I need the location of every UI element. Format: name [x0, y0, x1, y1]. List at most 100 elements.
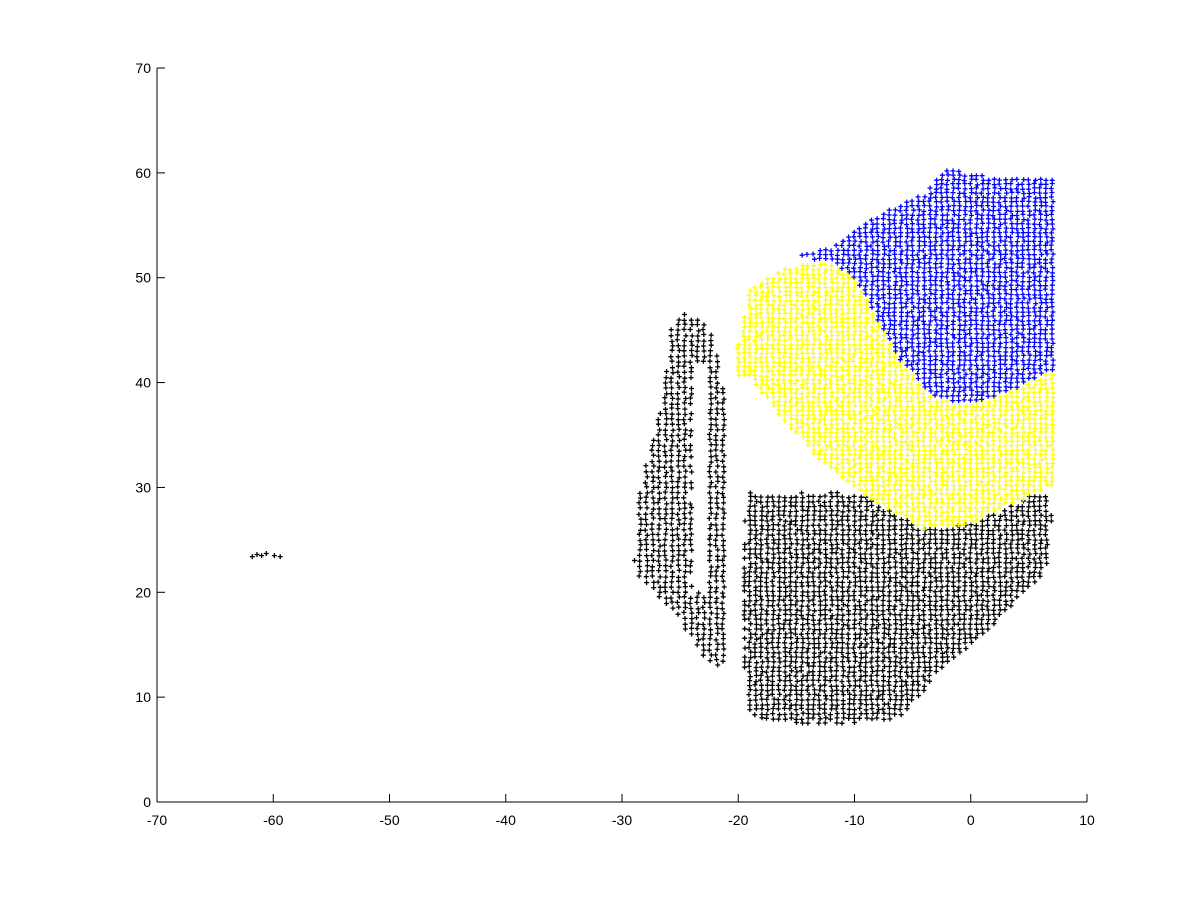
- data-point: [857, 314, 863, 320]
- data-point: [1037, 518, 1043, 524]
- data-point: [777, 584, 783, 590]
- data-point: [887, 377, 892, 383]
- data-point: [747, 669, 752, 675]
- data-point: [916, 452, 921, 458]
- data-point: [927, 443, 933, 449]
- data-point: [1019, 504, 1025, 510]
- data-point: [921, 361, 927, 367]
- data-point: [915, 443, 921, 449]
- data-point: [945, 645, 951, 651]
- data-point: [881, 556, 887, 561]
- data-point: [933, 353, 939, 359]
- data-point: [916, 296, 922, 302]
- data-point: [1015, 580, 1021, 585]
- data-point: [980, 362, 986, 368]
- data-point: [956, 584, 962, 590]
- data-point: [833, 465, 839, 471]
- data-point: [863, 336, 869, 342]
- data-point: [1009, 465, 1015, 471]
- data-point: [798, 364, 804, 370]
- data-point: [1025, 555, 1031, 561]
- data-point: [799, 395, 805, 401]
- data-point: [759, 712, 765, 717]
- data-point: [904, 492, 910, 498]
- data-point: [1004, 366, 1010, 372]
- data-point: [956, 611, 962, 617]
- data-point: [1050, 417, 1056, 423]
- data-point: [909, 386, 915, 392]
- data-point: [834, 588, 840, 594]
- data-point: [881, 616, 887, 622]
- data-point: [950, 332, 956, 338]
- data-point: [754, 499, 760, 504]
- data-point: [799, 546, 805, 552]
- data-point: [688, 339, 694, 344]
- data-point: [713, 543, 719, 549]
- data-point: [811, 546, 817, 552]
- data-point: [851, 479, 856, 485]
- data-point: [1037, 399, 1043, 405]
- data-point: [845, 478, 851, 484]
- data-point: [839, 289, 845, 294]
- data-point: [681, 521, 687, 527]
- data-point: [694, 348, 700, 354]
- data-point: [839, 302, 845, 308]
- data-point: [828, 532, 834, 538]
- data-point: [804, 346, 810, 352]
- data-point: [991, 425, 997, 431]
- data-point: [656, 453, 661, 459]
- data-point: [662, 432, 668, 438]
- data-point: [775, 382, 781, 387]
- data-point: [945, 354, 951, 360]
- data-point: [928, 556, 934, 562]
- data-point: [805, 711, 811, 717]
- data-point: [979, 426, 985, 432]
- data-point: [915, 593, 921, 599]
- data-point: [804, 673, 810, 679]
- data-point: [927, 536, 933, 542]
- data-point: [882, 364, 887, 370]
- data-point: [975, 348, 980, 354]
- data-point: [776, 716, 782, 722]
- data-point: [1043, 358, 1049, 364]
- data-point: [974, 509, 980, 515]
- data-point: [720, 594, 726, 600]
- data-point: [1015, 550, 1021, 556]
- data-point: [787, 360, 793, 365]
- data-point: [805, 517, 811, 523]
- data-point: [909, 491, 915, 497]
- data-point: [915, 495, 921, 501]
- data-point: [1008, 296, 1014, 302]
- data-point: [781, 621, 787, 627]
- data-point: [1032, 399, 1038, 405]
- data-point: [840, 513, 845, 519]
- data-point: [811, 697, 817, 702]
- data-point: [846, 706, 852, 712]
- data-point: [956, 565, 962, 571]
- data-point: [922, 504, 928, 510]
- data-point: [1008, 375, 1014, 381]
- data-point: [669, 347, 675, 353]
- data-point: [1014, 394, 1020, 400]
- data-point: [681, 458, 687, 463]
- data-point: [886, 482, 891, 488]
- data-point: [775, 324, 781, 330]
- data-point: [707, 484, 713, 490]
- data-point: [951, 532, 957, 538]
- data-point: [805, 429, 811, 435]
- data-point: [1048, 376, 1054, 382]
- data-point: [664, 369, 670, 374]
- data-point: [967, 492, 973, 498]
- data-point: [934, 487, 940, 493]
- data-point: [694, 354, 700, 360]
- data-point: [770, 508, 776, 514]
- data-point: [898, 465, 904, 471]
- data-point: [676, 543, 681, 549]
- data-point: [794, 337, 800, 343]
- data-point: [669, 558, 675, 564]
- data-point: [887, 394, 893, 400]
- data-point: [822, 659, 828, 665]
- data-point: [713, 369, 719, 375]
- data-point: [887, 697, 893, 702]
- data-point: [845, 513, 851, 519]
